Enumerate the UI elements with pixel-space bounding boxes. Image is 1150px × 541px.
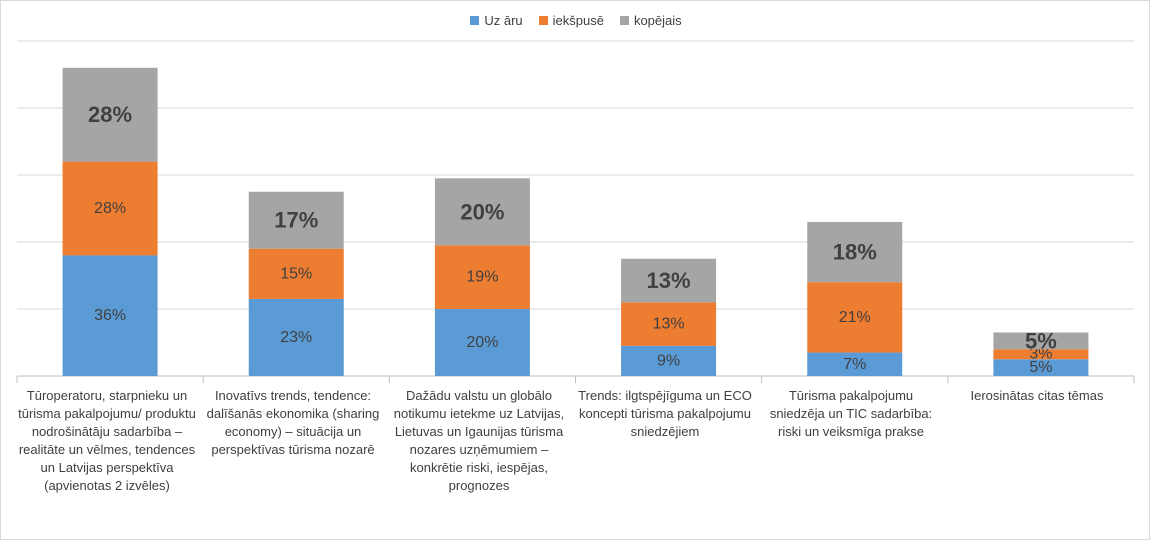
legend-label-kopejais: kopējais: [633, 13, 682, 28]
bar-series3-cat3: [434, 178, 530, 246]
data-label-series3-cat2: 17%: [274, 208, 318, 233]
data-label-series1-cat2: 23%: [280, 329, 312, 346]
data-label-series2-cat5: 21%: [839, 309, 871, 326]
data-label-series2-cat2: 15%: [280, 265, 312, 282]
legend-swatch-ieksupuse: [538, 16, 548, 25]
bar-series3-cat4: [621, 258, 717, 303]
bar-series3-cat1: [62, 67, 158, 162]
data-label-series3-cat4: 13%: [647, 268, 691, 293]
legend-label-ieksupuse: iekšpusē: [552, 13, 604, 28]
data-label-series3-cat3: 20%: [460, 199, 504, 224]
bar-series2-cat6: [993, 349, 1089, 360]
bar-series2-cat2: [248, 248, 344, 299]
category-label-4: Trends: ilgtspējīguma un ECO koncepti tū…: [578, 388, 752, 439]
legend-item-kopejais: kopējais: [619, 13, 682, 28]
bar-series2-cat1: [62, 161, 158, 256]
category-label-1: Tūroperatoru, starpnieku un tūrisma paka…: [18, 388, 196, 493]
category-label-6: Ierosinātas citas tēmas: [970, 388, 1104, 403]
legend-item-ieksupuse: iekšpusē: [538, 13, 604, 28]
bar-series1-cat3: [434, 309, 530, 376]
bar-series3-cat5: [807, 221, 903, 283]
category-label-3: Dažādu valstu un globālo notikumu ietekm…: [393, 388, 565, 493]
legend-swatch-uz-aru: [470, 16, 480, 25]
bar-series2-cat3: [434, 245, 530, 309]
data-label-series2-cat6: 3%: [1029, 346, 1052, 363]
data-label-series1-cat4: 9%: [657, 352, 680, 369]
bar-series2-cat4: [621, 302, 717, 346]
data-label-series1-cat3: 20%: [466, 334, 498, 351]
bar-series3-cat2: [248, 191, 344, 249]
data-label-series3-cat1: 28%: [88, 102, 132, 127]
bar-series1-cat1: [62, 255, 158, 376]
bar-series2-cat5: [807, 282, 903, 353]
bar-series1-cat6: [993, 359, 1089, 376]
data-label-series1-cat5: 7%: [843, 356, 866, 373]
data-label-series2-cat4: 13%: [653, 316, 685, 333]
bar-series1-cat4: [621, 345, 717, 376]
bar-series3-cat6: [993, 332, 1089, 350]
data-label-series3-cat5: 18%: [833, 240, 877, 265]
data-label-series1-cat1: 36%: [94, 307, 126, 324]
bar-series1-cat5: [807, 352, 903, 376]
data-label-series2-cat1: 28%: [94, 200, 126, 217]
data-label-series2-cat3: 19%: [466, 269, 498, 286]
category-label-2: Inovatīvs trends, tendence: dalīšanās ek…: [206, 388, 380, 457]
data-label-series3-cat6: 5%: [1025, 328, 1057, 353]
bar-series1-cat2: [248, 298, 344, 376]
legend-item-uz-aru: Uz āru: [470, 13, 523, 28]
legend-label-uz-aru: Uz āru: [484, 13, 523, 28]
legend-swatch-kopejais: [619, 16, 629, 25]
data-label-series1-cat6: 5%: [1029, 359, 1052, 376]
legend: Uz āru iekšpusē kopējais: [1, 13, 1150, 28]
category-label-5: Tūrisma pakalpojumu sniedzēja un TIC sad…: [769, 388, 933, 439]
